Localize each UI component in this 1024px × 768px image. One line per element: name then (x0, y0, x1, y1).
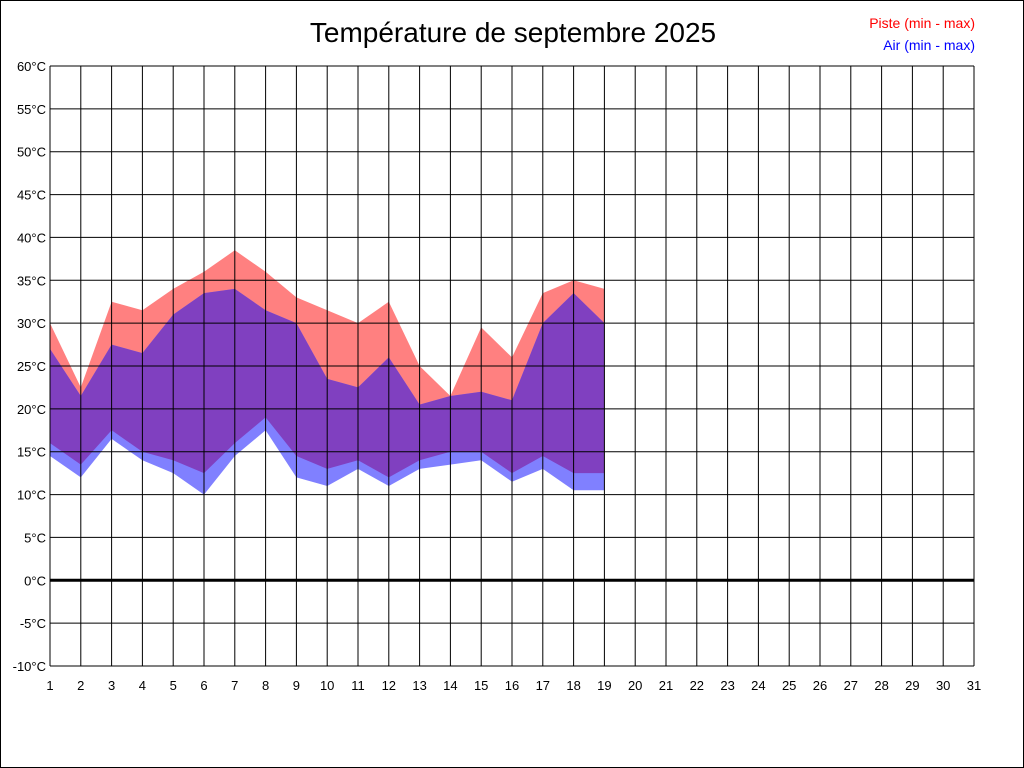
x-tick-label: 10 (320, 678, 334, 693)
x-tick-label: 21 (659, 678, 673, 693)
chart-title: Température de septembre 2025 (309, 17, 717, 48)
legend-entry-air: Air (min - max) (883, 37, 975, 53)
x-tick-label: 3 (108, 678, 115, 693)
x-tick-label: 27 (844, 678, 858, 693)
y-tick-label: 5°C (24, 530, 46, 545)
y-tick-label: 45°C (17, 188, 46, 203)
y-tick-label: -5°C (20, 616, 46, 631)
x-tick-label: 31 (967, 678, 981, 693)
x-tick-label: 25 (782, 678, 796, 693)
y-tick-label: 40°C (17, 230, 46, 245)
x-tick-label: 2 (77, 678, 84, 693)
x-tick-label: 29 (905, 678, 919, 693)
y-tick-label: 25°C (17, 359, 46, 374)
y-tick-label: 20°C (17, 402, 46, 417)
y-tick-label: 30°C (17, 316, 46, 331)
y-tick-label: 10°C (17, 488, 46, 503)
y-tick-label: 60°C (17, 59, 46, 74)
x-tick-label: 9 (293, 678, 300, 693)
x-tick-label: 16 (505, 678, 519, 693)
x-tick-label: 8 (262, 678, 269, 693)
x-tick-label: 18 (566, 678, 580, 693)
x-tick-label: 1 (46, 678, 53, 693)
x-tick-label: 12 (382, 678, 396, 693)
x-tick-label: 14 (443, 678, 457, 693)
x-tick-label: 19 (597, 678, 611, 693)
x-tick-label: 15 (474, 678, 488, 693)
y-tick-label: 15°C (17, 445, 46, 460)
x-tick-label: 5 (170, 678, 177, 693)
x-tick-label: 13 (412, 678, 426, 693)
x-tick-label: 22 (690, 678, 704, 693)
x-tick-label: 4 (139, 678, 146, 693)
x-tick-label: 26 (813, 678, 827, 693)
x-tick-label: 30 (936, 678, 950, 693)
legend-entry-piste: Piste (min - max) (869, 15, 975, 31)
x-tick-label: 28 (874, 678, 888, 693)
y-tick-label: 0°C (24, 573, 46, 588)
x-tick-label: 7 (231, 678, 238, 693)
x-tick-label: 6 (200, 678, 207, 693)
x-tick-label: 17 (536, 678, 550, 693)
y-tick-label: 55°C (17, 102, 46, 117)
x-tick-label: 24 (751, 678, 765, 693)
y-tick-label: 35°C (17, 273, 46, 288)
y-tick-label: -10°C (13, 659, 46, 674)
y-tick-label: 50°C (17, 145, 46, 160)
x-tick-label: 20 (628, 678, 642, 693)
x-tick-label: 11 (351, 678, 365, 693)
x-tick-label: 23 (720, 678, 734, 693)
